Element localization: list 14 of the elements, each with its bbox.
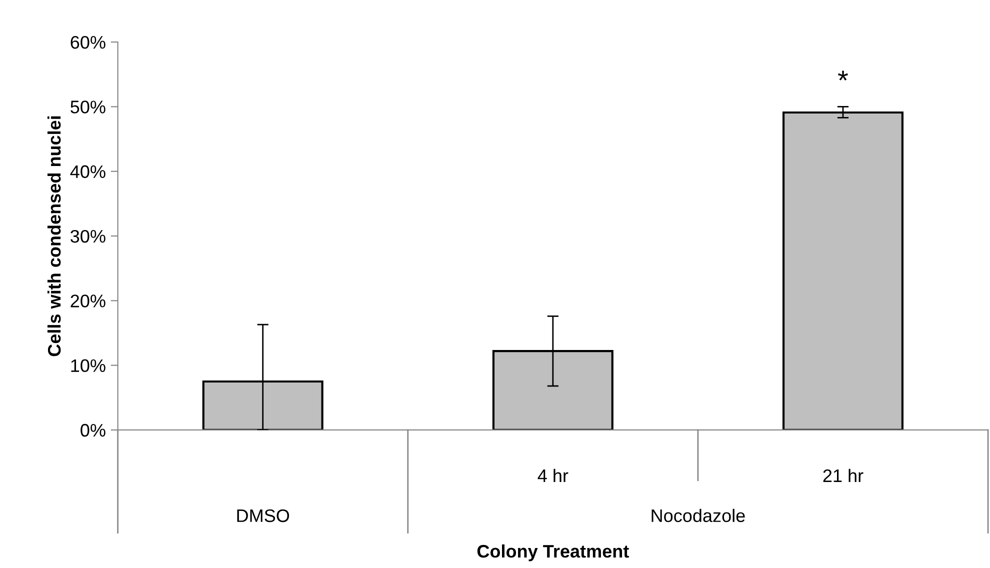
y-axis-title: Cells with condensed nuclei (47, 116, 61, 356)
x-tick-label: 4 hr (538, 468, 568, 482)
y-tick-label: 0% (80, 424, 106, 437)
y-tick-label: 10% (71, 359, 106, 372)
y-tick-label: 40% (70, 165, 106, 178)
text: DMSO (237, 509, 290, 522)
y-tick-label: 50% (70, 100, 106, 114)
y-tick-label: 30% (70, 230, 106, 243)
annotation: * (838, 70, 848, 80)
x-axis-title: Colony Treatment (477, 544, 629, 562)
y-tick-label: 60% (70, 36, 106, 49)
y-tick-label: 20% (70, 294, 106, 308)
x-tick-label: 21 hr (823, 468, 864, 482)
text: Nocodazole (652, 508, 745, 522)
